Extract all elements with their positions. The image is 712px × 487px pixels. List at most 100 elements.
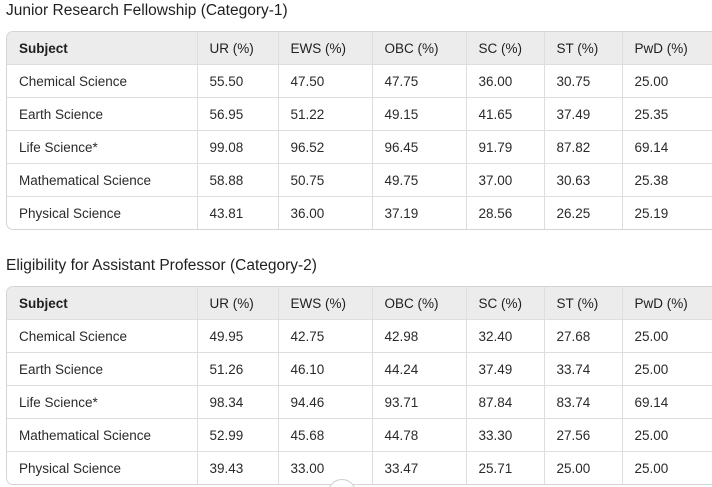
table-header-row: Subject UR (%) EWS (%) OBC (%) SC (%) ST…	[7, 287, 712, 320]
column-header-sc: SC (%)	[466, 287, 545, 320]
column-header-pwd: PwD (%)	[622, 32, 712, 65]
cell-obc: 93.71	[372, 385, 467, 419]
cell-ews: 51.22	[278, 97, 373, 131]
cell-sc: 87.84	[466, 385, 545, 419]
column-header-obc: OBC (%)	[372, 32, 467, 65]
section-title-category-2: Eligibility for Assistant Professor (Cat…	[6, 257, 317, 274]
cell-ur: 51.26	[197, 352, 279, 386]
cell-subject: Chemical Science	[7, 64, 198, 98]
table-row: Mathematical Science 52.99 45.68 44.78 3…	[7, 418, 712, 452]
column-header-st: ST (%)	[544, 32, 623, 65]
cell-sc: 91.79	[466, 130, 545, 164]
cell-pwd: 69.14	[622, 130, 712, 164]
cell-obc: 44.78	[372, 418, 467, 452]
cell-sc: 32.40	[466, 319, 545, 353]
cell-ur: 49.95	[197, 319, 279, 353]
cell-st: 27.68	[544, 319, 623, 353]
cell-st: 83.74	[544, 385, 623, 419]
cell-subject: Life Science*	[7, 130, 198, 164]
column-header-subject: Subject	[7, 287, 198, 320]
cutoff-table-category-2: Subject UR (%) EWS (%) OBC (%) SC (%) ST…	[6, 286, 712, 485]
cell-ur: 43.81	[197, 196, 279, 229]
table-row: Chemical Science 55.50 47.50 47.75 36.00…	[7, 64, 712, 98]
cell-pwd: 25.00	[622, 418, 712, 452]
cell-subject: Physical Science	[7, 451, 198, 484]
section-title-category-1: Junior Research Fellowship (Category-1)	[6, 2, 288, 19]
cell-ews: 47.50	[278, 64, 373, 98]
column-header-obc: OBC (%)	[372, 287, 467, 320]
column-header-pwd: PwD (%)	[622, 287, 712, 320]
cell-ur: 55.50	[197, 64, 279, 98]
cell-st: 27.56	[544, 418, 623, 452]
table-row: Chemical Science 49.95 42.75 42.98 32.40…	[7, 319, 712, 353]
table-row: Earth Science 56.95 51.22 49.15 41.65 37…	[7, 97, 712, 131]
cell-obc: 42.98	[372, 319, 467, 353]
table-row: Life Science* 98.34 94.46 93.71 87.84 83…	[7, 385, 712, 419]
cell-ur: 58.88	[197, 163, 279, 197]
cell-obc: 47.75	[372, 64, 467, 98]
cell-pwd: 25.19	[634, 205, 669, 221]
cell-subject: Earth Science	[7, 97, 198, 131]
cell-st: 33.74	[544, 352, 623, 386]
cell-ews: 96.52	[278, 130, 373, 164]
table-row: Life Science* 99.08 96.52 96.45 91.79 87…	[7, 130, 712, 164]
cell-st: 37.49	[544, 97, 623, 131]
cell-sc: 37.49	[466, 352, 545, 386]
cell-pwd: 25.00	[622, 319, 712, 353]
cell-subject: Physical Science	[7, 196, 198, 229]
cell-obc: 37.19	[372, 196, 467, 229]
cell-ur: 52.99	[197, 418, 279, 452]
cell-obc: 44.24	[372, 352, 467, 386]
cell-pwd: 25.00	[622, 352, 712, 386]
cell-subject: Life Science*	[7, 385, 198, 419]
cell-obc: 49.15	[372, 97, 467, 131]
column-header-ews: EWS (%)	[278, 287, 373, 320]
cell-pwd: 25.38	[622, 163, 712, 197]
cell-ews: 50.75	[278, 163, 373, 197]
cell-subject: Earth Science	[7, 352, 198, 386]
cell-subject: Mathematical Science	[7, 418, 198, 452]
cell-obc: 33.47	[372, 451, 467, 484]
column-header-ur: UR (%)	[197, 32, 279, 65]
column-header-st: ST (%)	[544, 287, 623, 320]
cell-ews: 46.10	[278, 352, 373, 386]
cell-obc: 49.75	[372, 163, 467, 197]
column-header-sc: SC (%)	[466, 32, 545, 65]
cell-subject: Chemical Science	[7, 319, 198, 353]
cell-obc: 96.45	[372, 130, 467, 164]
cell-sc: 37.00	[466, 163, 545, 197]
cell-ews: 45.68	[278, 418, 373, 452]
cell-st: 30.75	[544, 64, 623, 98]
cell-pwd: 25.00	[622, 64, 712, 98]
cell-ews: 94.46	[278, 385, 373, 419]
cell-pwd: 25.00	[634, 460, 669, 476]
cell-sc: 28.56	[466, 196, 545, 229]
cell-ur: 98.34	[197, 385, 279, 419]
cell-sc: 33.30	[466, 418, 545, 452]
table-header-row: Subject UR (%) EWS (%) OBC (%) SC (%) ST…	[7, 32, 712, 65]
cell-sc: 25.71	[466, 451, 545, 484]
column-header-subject: Subject	[7, 32, 198, 65]
cell-ur: 56.95	[197, 97, 279, 131]
cell-st: 25.00	[544, 451, 623, 484]
cell-subject: Mathematical Science	[7, 163, 198, 197]
cutoff-table-category-1: Subject UR (%) EWS (%) OBC (%) SC (%) ST…	[6, 31, 712, 230]
table-category-1: Subject UR (%) EWS (%) OBC (%) SC (%) ST…	[7, 32, 712, 229]
cell-ews: 42.75	[278, 319, 373, 353]
table-row: Physical Science 39.43 33.00 33.47 25.71…	[7, 451, 712, 484]
table-row: Earth Science 51.26 46.10 44.24 37.49 33…	[7, 352, 712, 386]
cell-sc: 41.65	[466, 97, 545, 131]
cell-pwd: 25.35	[622, 97, 712, 131]
cell-sc: 36.00	[466, 64, 545, 98]
table-row: Physical Science 43.81 36.00 37.19 28.56…	[7, 196, 712, 229]
cell-st: 30.63	[544, 163, 623, 197]
table-category-2: Subject UR (%) EWS (%) OBC (%) SC (%) ST…	[7, 287, 712, 484]
cell-pwd: 69.14	[622, 385, 712, 419]
cell-ews: 33.00	[278, 451, 373, 484]
cell-ur: 39.43	[197, 451, 279, 484]
cell-st: 87.82	[544, 130, 623, 164]
column-header-ur: UR (%)	[197, 287, 279, 320]
table-row: Mathematical Science 58.88 50.75 49.75 3…	[7, 163, 712, 197]
cell-ur: 99.08	[197, 130, 279, 164]
